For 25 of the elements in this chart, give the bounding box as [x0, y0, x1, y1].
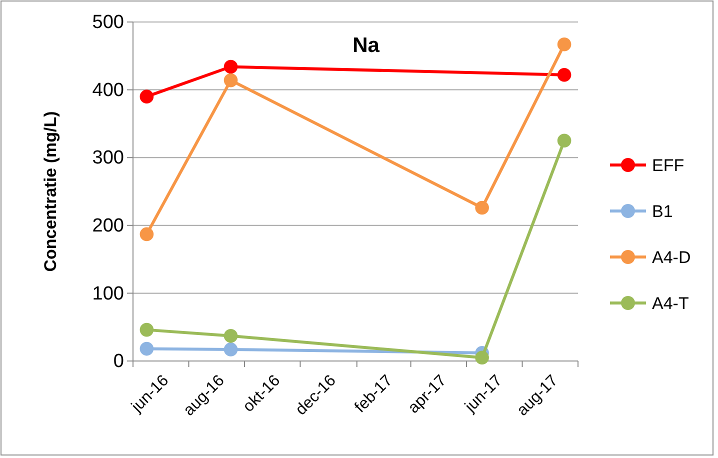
point	[140, 322, 154, 337]
point	[475, 350, 489, 365]
text: Na	[352, 34, 380, 57]
legend-label: A4-D	[652, 248, 691, 267]
point	[224, 60, 238, 74]
point	[475, 200, 489, 215]
y-tick-label: 0	[113, 351, 124, 372]
point	[557, 68, 572, 82]
y-tick-label: 300	[92, 148, 124, 169]
legend-label: EFF	[652, 156, 684, 175]
point	[557, 37, 572, 52]
y-tick-label: 500	[92, 12, 124, 34]
y-tick-label: 400	[92, 80, 124, 101]
point	[140, 227, 154, 242]
legend-label: A4-T	[652, 294, 689, 313]
point	[224, 329, 238, 343]
y-tick-label: 100	[92, 283, 124, 304]
y-axis-title: Concentratie (mg/L)	[41, 111, 60, 272]
point	[140, 90, 154, 104]
point	[557, 134, 572, 148]
legend-label: B1	[652, 202, 673, 221]
point	[224, 342, 238, 356]
point	[140, 342, 154, 356]
point	[224, 73, 238, 88]
y-tick-label: 200	[92, 215, 124, 236]
